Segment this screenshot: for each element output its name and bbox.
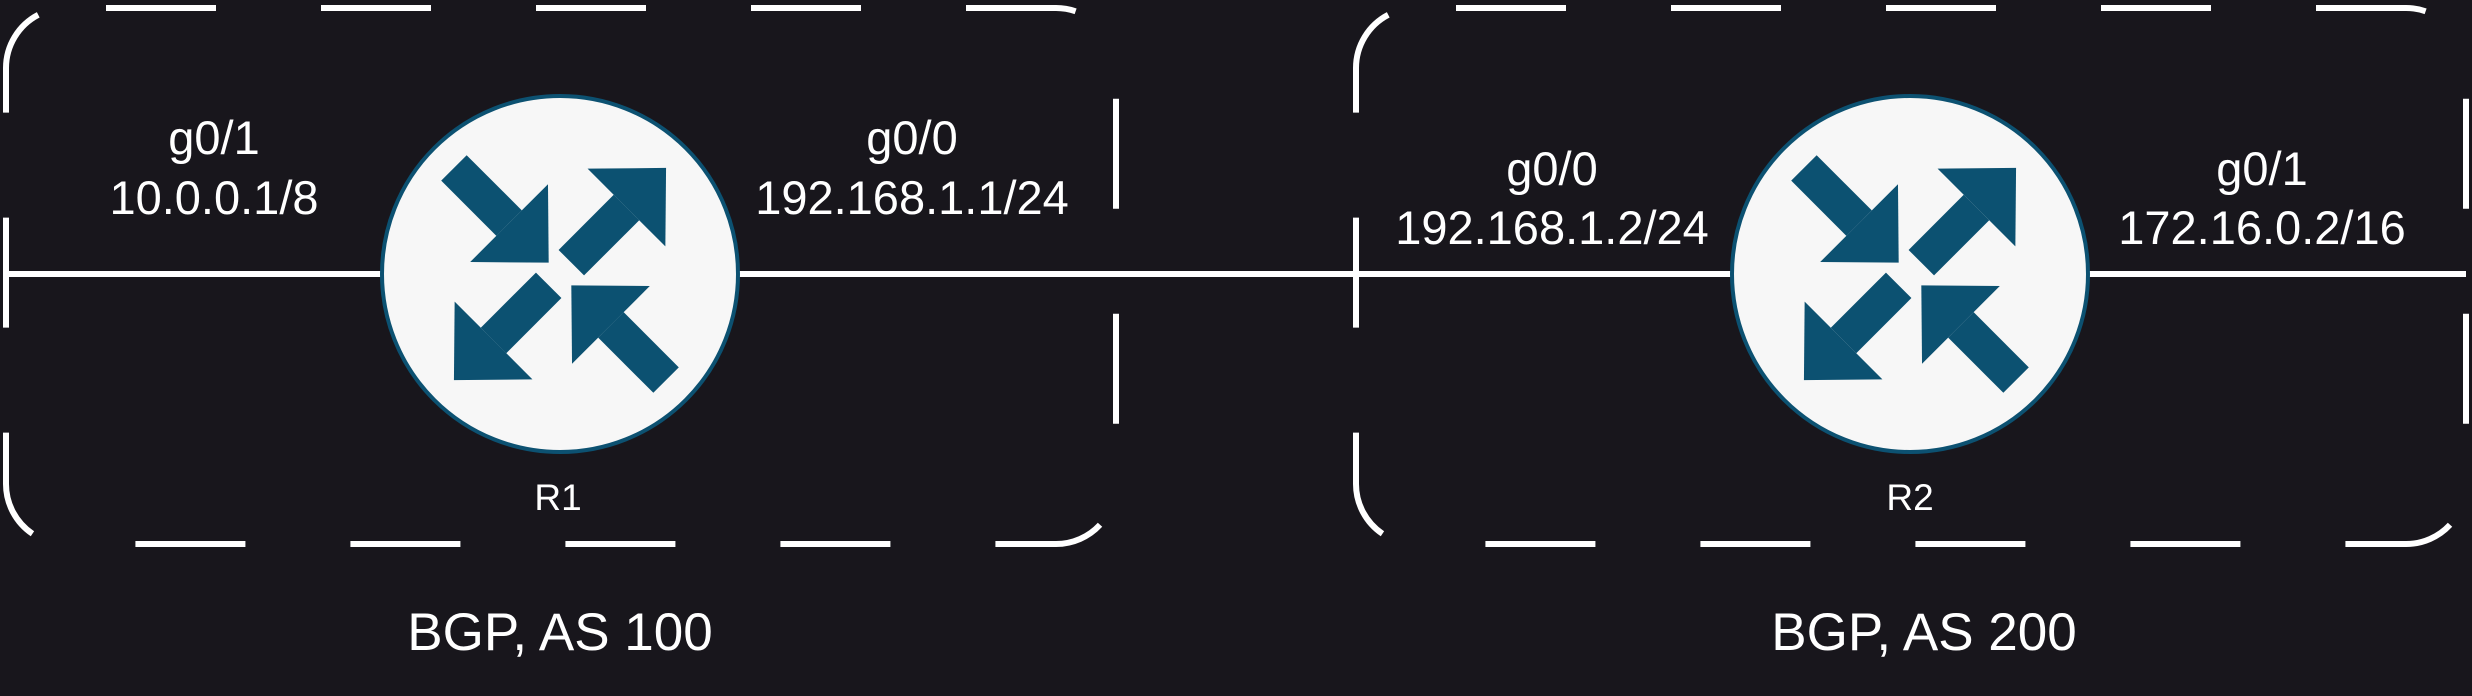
r1-left-interface-name: g0/1: [168, 111, 259, 164]
r2-right-interface-ip: 172.16.0.2/16: [2118, 201, 2406, 254]
r2-left-interface-ip: 192.168.1.2/24: [1395, 201, 1709, 254]
r2-name: R2: [1886, 477, 1933, 518]
r2-right-interface-name: g0/1: [2216, 142, 2307, 195]
as-100-label: BGP, AS 100: [407, 603, 712, 662]
router-r1[interactable]: [380, 94, 740, 454]
r1-name: R1: [534, 477, 581, 518]
router-icon: [1730, 94, 2090, 454]
as-200-label: BGP, AS 200: [1771, 603, 2076, 662]
r2-left-interface-name: g0/0: [1506, 142, 1597, 195]
r1-right-interface-name: g0/0: [866, 111, 957, 164]
router-icon: [380, 94, 740, 454]
r1-left-interface-ip: 10.0.0.1/8: [109, 171, 318, 224]
router-r2[interactable]: [1730, 94, 2090, 454]
r1-right-interface-ip: 192.168.1.1/24: [755, 171, 1069, 224]
